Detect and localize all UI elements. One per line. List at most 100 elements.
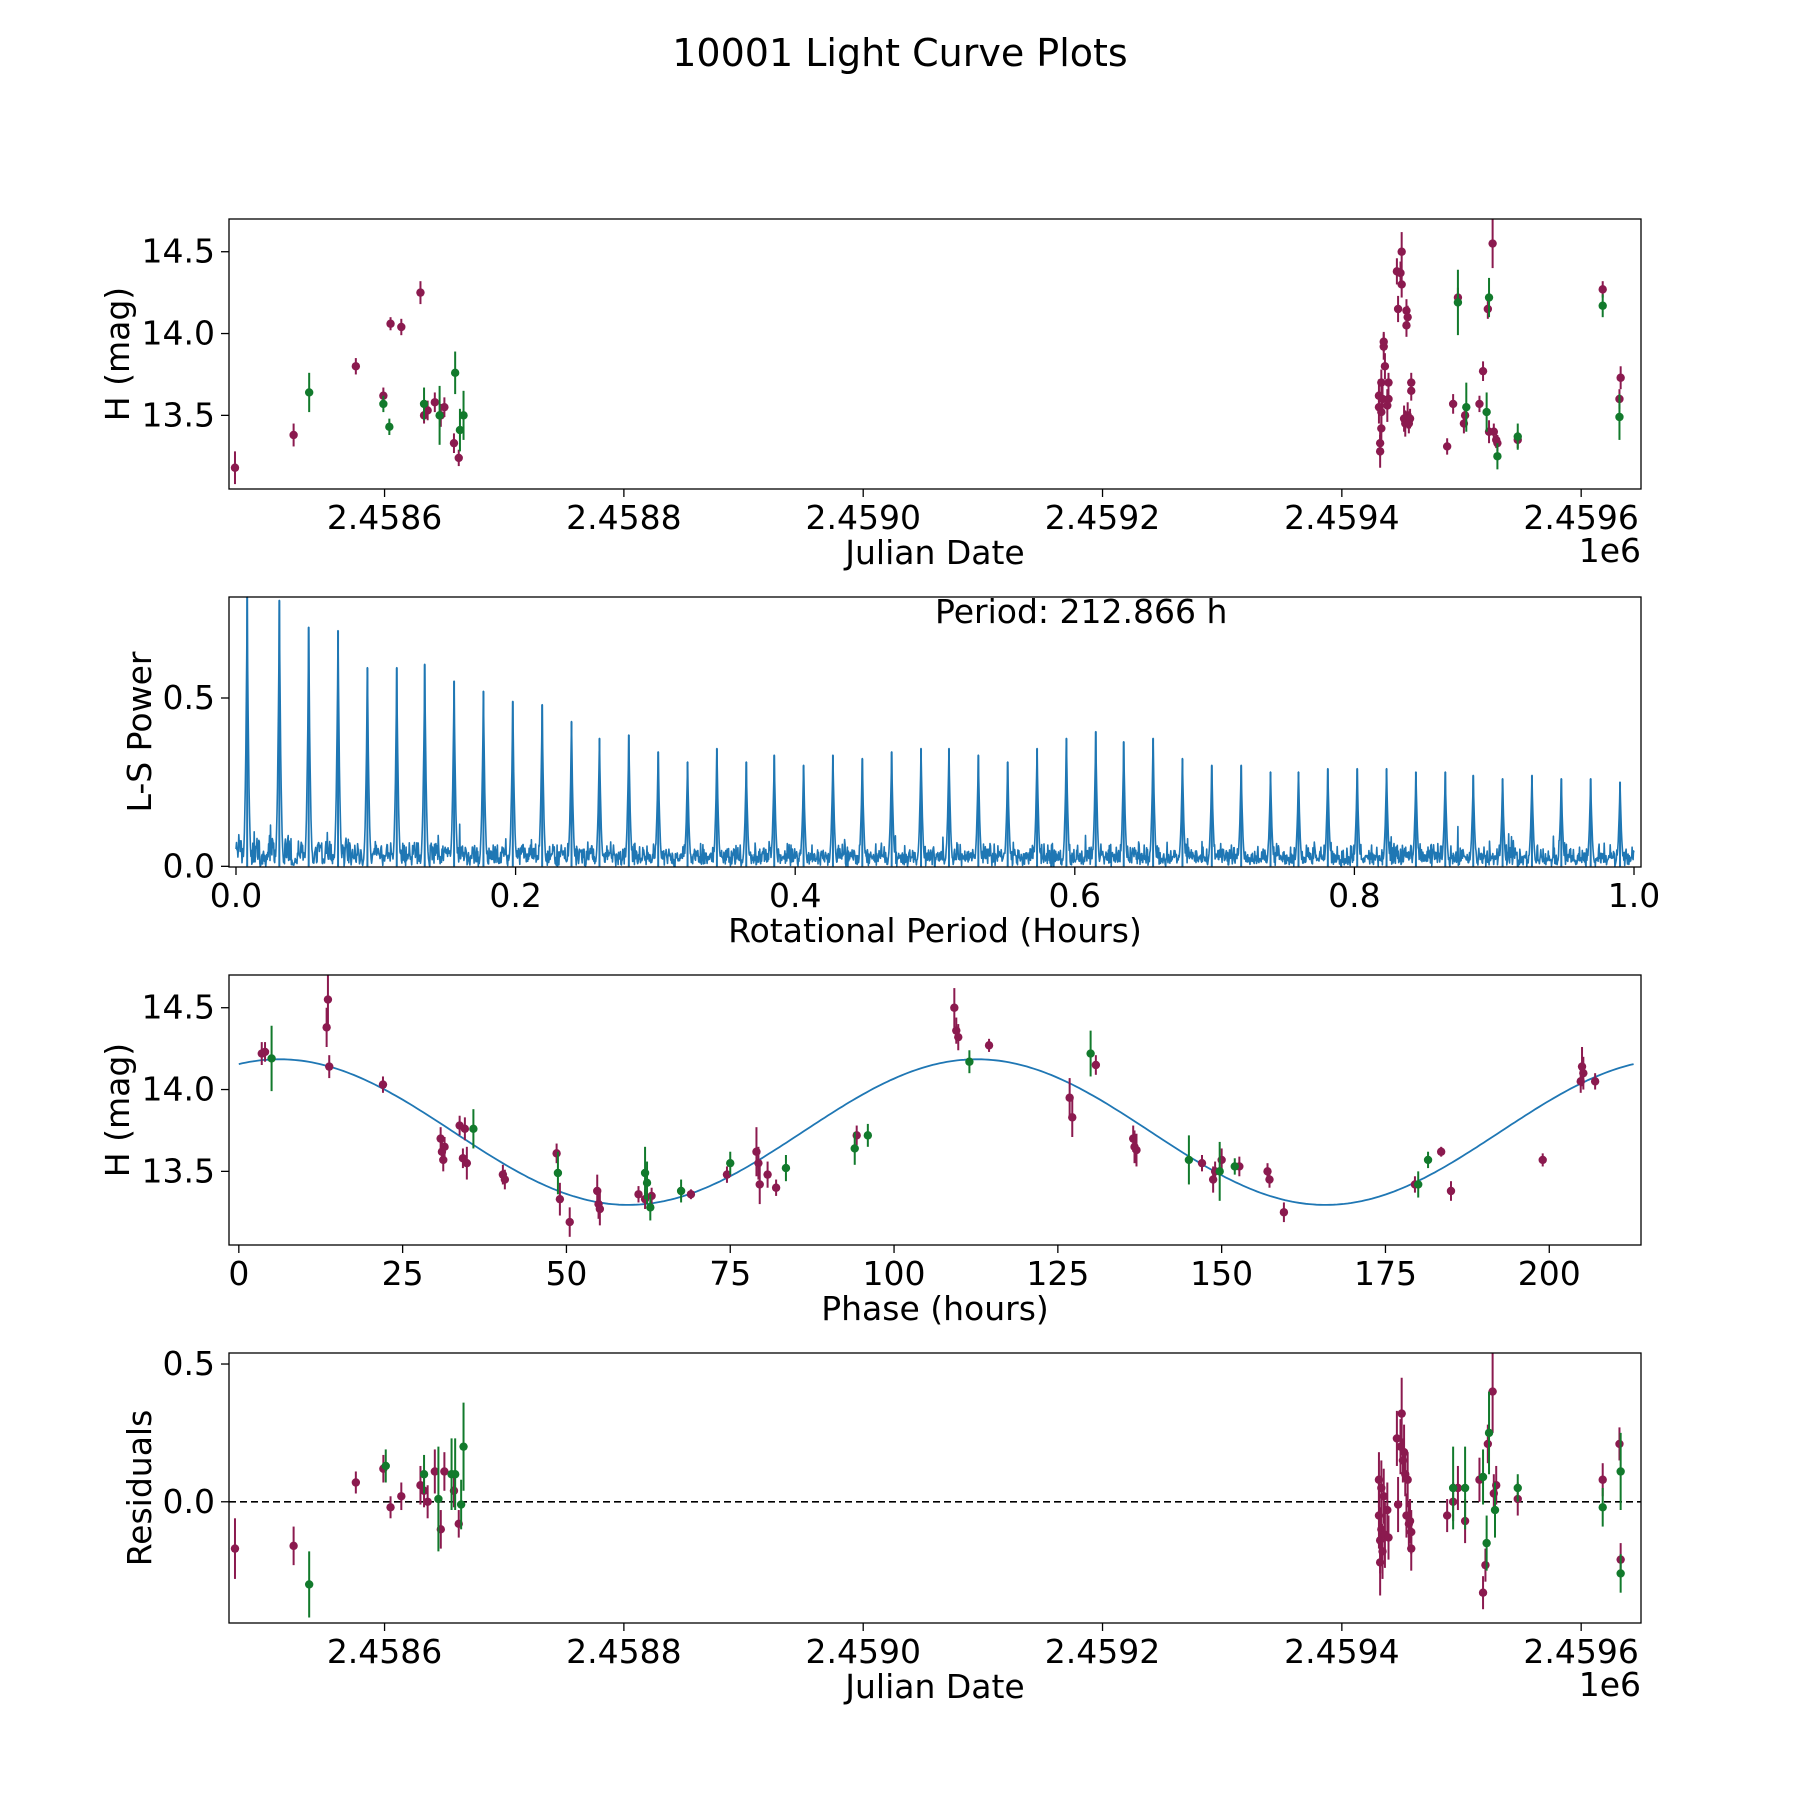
data-point xyxy=(440,1452,449,1491)
point-marker xyxy=(646,1203,655,1212)
x-tick-label: 0 xyxy=(228,1254,249,1293)
point-marker xyxy=(722,1170,732,1179)
point-marker xyxy=(304,1580,314,1589)
periodogram-line xyxy=(235,596,1635,868)
data-point xyxy=(430,392,440,413)
phased-curve-x-ticks: 0 25 50 75 100 125 150 175 200 xyxy=(228,1245,1581,1293)
data-point xyxy=(351,1471,361,1494)
point-marker xyxy=(416,288,425,297)
point-marker xyxy=(1448,399,1458,409)
point-marker xyxy=(1590,1077,1600,1086)
point-marker xyxy=(553,1168,563,1178)
light-curve-panel: 2.4586 2.4588 2.4590 2.4592 2.4594 2.4596 13.… xyxy=(98,218,1642,572)
figure-title: 10001 Light Curve Plots xyxy=(672,31,1127,75)
data-point xyxy=(267,1025,276,1092)
data-point xyxy=(676,1179,686,1203)
phased-curve-plot-area xyxy=(238,975,1634,1237)
point-marker xyxy=(647,1191,656,1201)
point-marker xyxy=(850,1144,859,1153)
data-point xyxy=(950,988,959,1028)
point-marker xyxy=(1483,304,1493,314)
data-point xyxy=(416,281,425,305)
point-marker xyxy=(552,1149,561,1158)
x-tick-label: 125 xyxy=(1026,1254,1089,1293)
periodogram-axes-frame xyxy=(228,596,1642,868)
data-point xyxy=(1403,305,1412,329)
point-marker xyxy=(1482,1538,1491,1548)
data-point xyxy=(1407,372,1416,393)
point-marker xyxy=(1375,447,1385,456)
point-marker xyxy=(1478,1472,1488,1482)
y-tick-label: 0.5 xyxy=(163,678,215,717)
point-marker xyxy=(1579,1068,1588,1078)
data-point xyxy=(419,1454,429,1494)
data-point xyxy=(1407,1510,1416,1555)
data-point xyxy=(1397,1377,1406,1450)
data-point xyxy=(419,387,429,421)
data-point xyxy=(325,1055,334,1079)
point-marker xyxy=(1279,1208,1289,1217)
data-point xyxy=(230,1518,240,1579)
data-point xyxy=(1488,1353,1497,1433)
data-point xyxy=(430,1449,440,1494)
point-marker xyxy=(460,1124,470,1134)
data-point xyxy=(1414,1171,1423,1198)
phased-curve-x-label: Phase (hours) xyxy=(821,1289,1049,1328)
y-tick-label: 14.0 xyxy=(142,1070,215,1109)
data-point xyxy=(595,1192,605,1226)
point-marker xyxy=(1396,268,1405,278)
point-marker xyxy=(1397,280,1406,289)
point-marker xyxy=(1483,1439,1493,1449)
point-marker xyxy=(1615,412,1624,422)
point-marker xyxy=(1436,1147,1446,1156)
point-marker xyxy=(230,463,240,472)
point-marker xyxy=(1377,378,1386,387)
point-marker xyxy=(1407,378,1416,387)
point-marker xyxy=(1393,304,1403,314)
point-marker xyxy=(755,1180,764,1189)
point-marker xyxy=(378,1080,388,1089)
data-point xyxy=(381,1449,390,1483)
data-point xyxy=(552,1143,561,1164)
data-point xyxy=(1393,1476,1403,1533)
point-marker xyxy=(435,411,444,420)
periodogram-y-ticks: 0.0 0.5 xyxy=(163,678,229,885)
data-point xyxy=(555,1182,565,1216)
point-marker xyxy=(439,1155,448,1165)
point-marker xyxy=(634,1190,643,1199)
data-point xyxy=(386,317,395,331)
data-point xyxy=(1482,1515,1491,1571)
data-point xyxy=(1132,1133,1141,1167)
y-tick-label: 0.0 xyxy=(163,1482,215,1521)
data-point xyxy=(1615,1427,1624,1461)
data-point xyxy=(1538,1153,1547,1167)
point-marker xyxy=(1490,1505,1500,1515)
point-marker xyxy=(1493,452,1502,461)
data-point xyxy=(965,1050,974,1074)
point-marker xyxy=(386,1503,395,1512)
data-point xyxy=(449,433,459,453)
point-marker xyxy=(459,411,468,420)
point-marker xyxy=(379,391,388,400)
x-tick-label: 2.4594 xyxy=(1284,1632,1399,1671)
data-point xyxy=(1384,389,1393,409)
data-point xyxy=(1393,295,1403,323)
data-point xyxy=(634,1186,643,1203)
point-marker xyxy=(1598,301,1607,310)
data-point xyxy=(1448,1446,1458,1530)
point-marker xyxy=(1478,1588,1488,1597)
data-point xyxy=(351,358,361,375)
point-marker xyxy=(1397,247,1406,256)
data-point xyxy=(322,1007,331,1047)
x-tick-label: 200 xyxy=(1518,1254,1581,1293)
data-point xyxy=(1482,392,1491,432)
point-marker xyxy=(450,1470,460,1479)
point-marker xyxy=(1598,1503,1607,1512)
data-point xyxy=(434,1446,443,1552)
point-marker xyxy=(1086,1049,1095,1058)
data-point xyxy=(459,390,468,440)
data-point xyxy=(1446,1181,1456,1201)
data-point xyxy=(1579,1056,1588,1090)
data-point xyxy=(1436,1146,1446,1157)
data-point xyxy=(386,1496,395,1519)
